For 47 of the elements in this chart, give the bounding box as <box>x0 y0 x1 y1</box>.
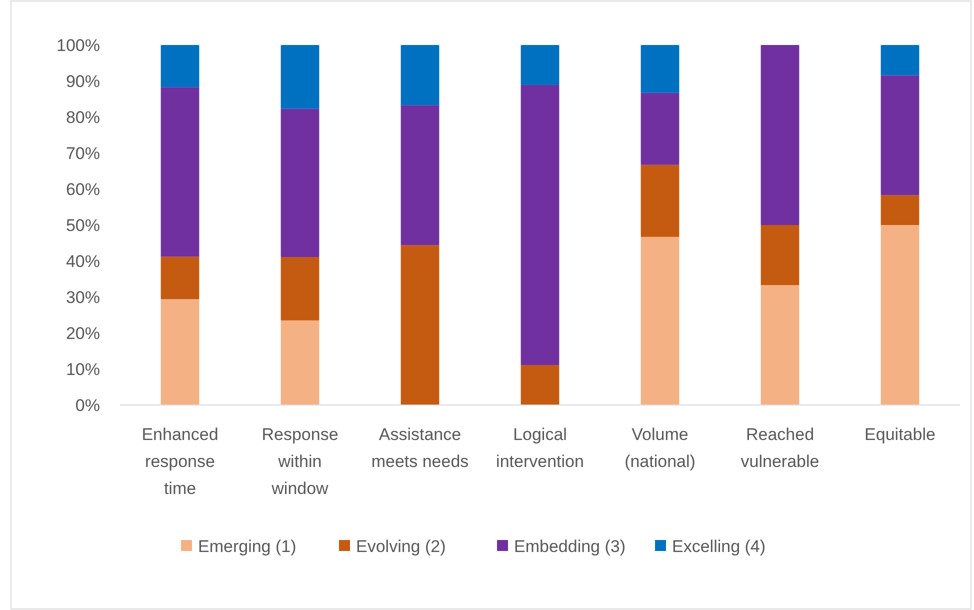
bar <box>280 320 320 405</box>
bar <box>400 245 440 405</box>
y-tick-label: 60% <box>66 180 100 199</box>
bar <box>880 45 920 76</box>
bar <box>280 45 320 109</box>
y-tick-label: 50% <box>66 216 100 235</box>
bar <box>640 45 680 93</box>
bar <box>400 45 440 106</box>
bar <box>520 365 560 405</box>
bar <box>640 236 680 405</box>
x-tick-label: Assistance meets needs <box>371 425 469 471</box>
x-tick-label: Reached vulnerable <box>740 425 820 471</box>
bar <box>160 256 200 300</box>
bar <box>880 75 920 196</box>
bar <box>760 285 800 405</box>
y-tick-label: 70% <box>66 144 100 163</box>
x-tick-label: Equitable <box>864 425 936 444</box>
bar <box>520 45 560 85</box>
bar <box>160 87 200 257</box>
bar <box>160 45 200 88</box>
y-tick-label: 30% <box>66 288 100 307</box>
bar <box>640 92 680 165</box>
bar <box>400 105 440 246</box>
bar <box>160 299 200 405</box>
bar <box>280 257 320 320</box>
bar <box>880 225 920 405</box>
bar <box>880 195 920 225</box>
x-tick-label: Enhanced response time <box>142 425 218 498</box>
bar <box>520 84 560 366</box>
y-tick-label: 80% <box>66 108 100 127</box>
bar <box>640 164 680 237</box>
x-tick-label: Volume (national) <box>624 425 696 471</box>
legend-label: Excelling (4) <box>672 536 766 556</box>
x-tick-label: Logical intervention <box>496 425 584 471</box>
legend-label: Embedding (3) <box>514 536 626 556</box>
legend-label: Emerging (1) <box>198 536 296 556</box>
bar <box>760 225 800 286</box>
legend-label: Evolving (2) <box>356 536 446 556</box>
y-tick-label: 0% <box>75 396 100 415</box>
y-tick-label: 40% <box>66 252 100 271</box>
y-tick-label: 90% <box>66 72 100 91</box>
bar <box>280 108 320 258</box>
x-tick-label: Response within window <box>262 425 338 498</box>
y-tick-label: 100% <box>56 36 100 55</box>
bar <box>760 45 800 225</box>
y-tick-label: 10% <box>66 360 100 379</box>
y-tick-label: 20% <box>66 324 100 343</box>
